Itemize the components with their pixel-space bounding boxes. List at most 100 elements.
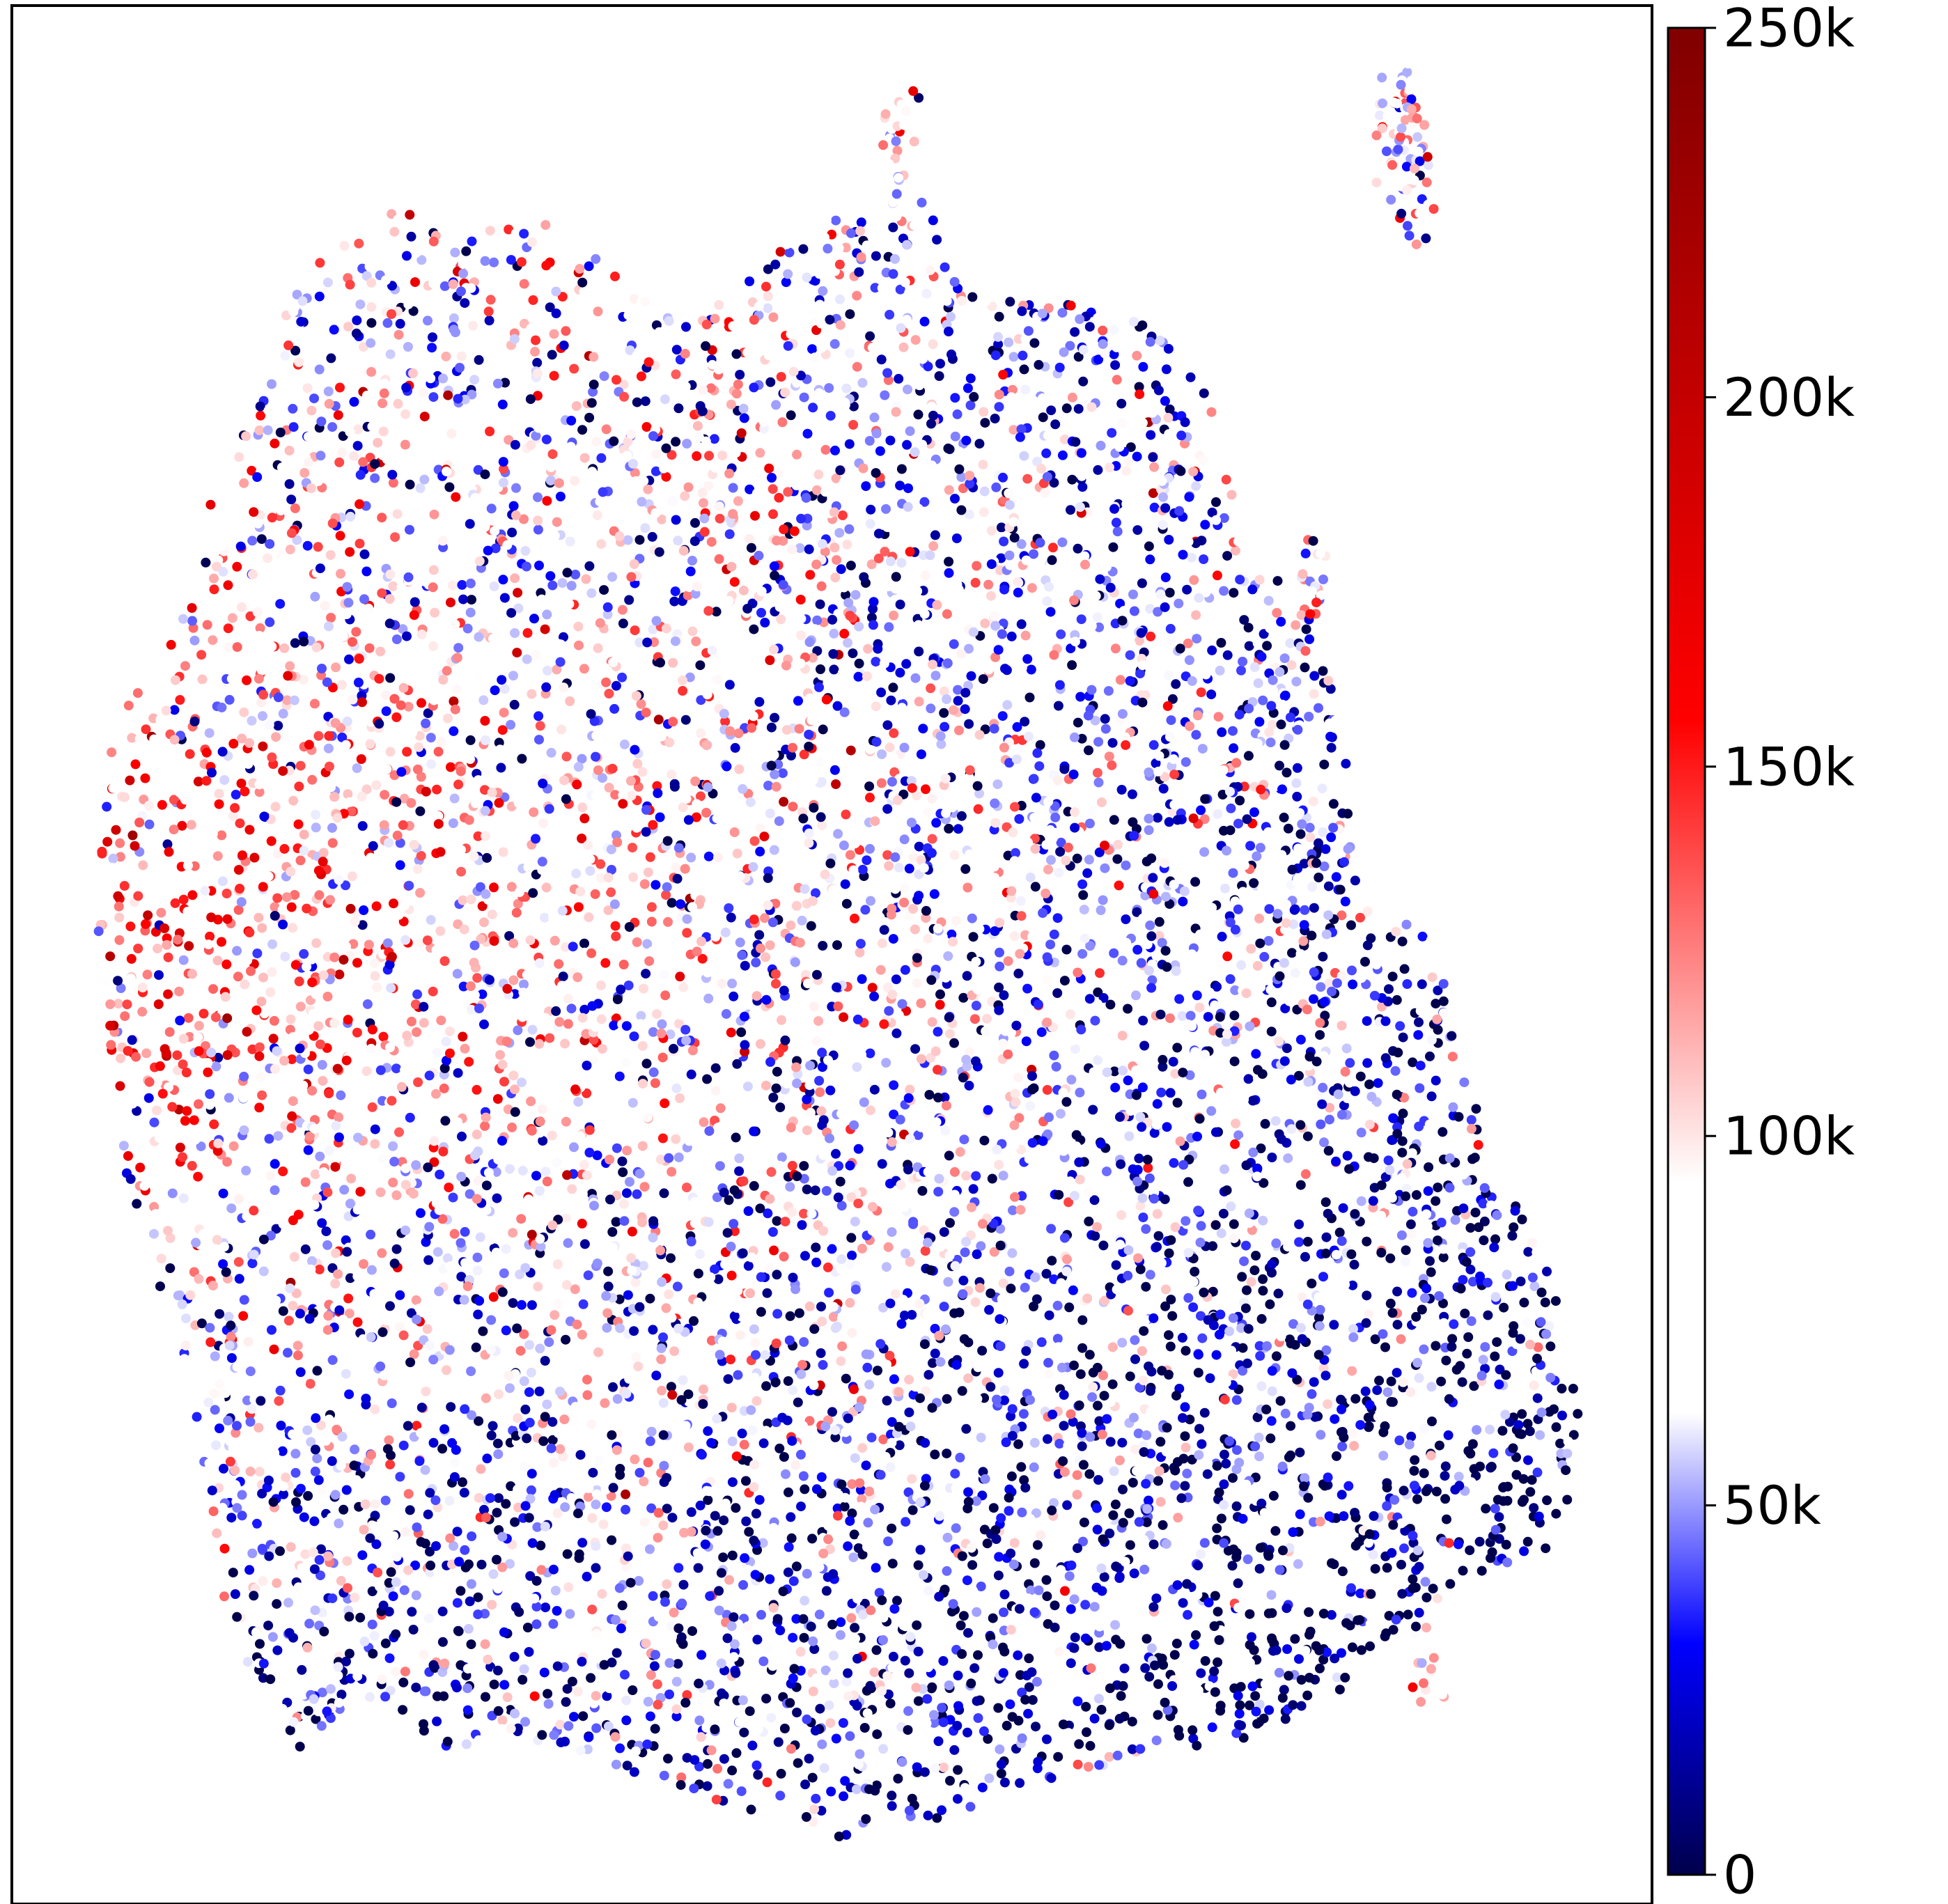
scatter-point bbox=[1153, 813, 1163, 823]
scatter-point bbox=[939, 1227, 949, 1238]
scatter-point bbox=[1018, 1123, 1029, 1134]
scatter-point bbox=[953, 824, 963, 834]
scatter-point bbox=[1326, 832, 1337, 843]
scatter-point bbox=[631, 691, 641, 701]
scatter-point bbox=[448, 279, 458, 290]
scatter-point bbox=[891, 974, 901, 985]
scatter-point bbox=[1093, 465, 1103, 475]
scatter-point bbox=[612, 1394, 623, 1404]
scatter-point bbox=[1279, 653, 1290, 664]
scatter-point bbox=[1164, 670, 1174, 680]
scatter-point bbox=[1425, 1051, 1435, 1061]
scatter-point bbox=[749, 1460, 760, 1470]
scatter-point bbox=[313, 1475, 324, 1485]
scatter-point bbox=[1123, 1245, 1134, 1256]
scatter-point bbox=[344, 1309, 354, 1319]
scatter-point bbox=[545, 1033, 555, 1043]
scatter-point bbox=[817, 1047, 827, 1058]
scatter-point bbox=[375, 1662, 385, 1673]
scatter-point bbox=[1183, 1609, 1193, 1620]
scatter-point bbox=[473, 831, 483, 841]
scatter-point bbox=[873, 643, 883, 654]
scatter-point bbox=[871, 1645, 882, 1655]
scatter-point bbox=[1382, 1387, 1393, 1398]
scatter-point bbox=[942, 1343, 952, 1353]
scatter-point bbox=[561, 1280, 572, 1290]
scatter-point bbox=[155, 1281, 165, 1292]
scatter-point bbox=[955, 1453, 965, 1462]
scatter-point bbox=[824, 1700, 834, 1710]
scatter-point bbox=[671, 1134, 681, 1144]
scatter-point bbox=[1170, 1222, 1181, 1232]
scatter-point bbox=[894, 862, 904, 873]
scatter-point bbox=[657, 1052, 668, 1063]
scatter-point bbox=[664, 1153, 674, 1163]
scatter-point bbox=[723, 1133, 733, 1144]
scatter-point bbox=[339, 1185, 350, 1195]
scatter-point bbox=[944, 1150, 954, 1161]
scatter-point bbox=[816, 812, 826, 822]
scatter-point bbox=[361, 1394, 371, 1404]
scatter-point bbox=[671, 1083, 682, 1093]
scatter-point bbox=[873, 1366, 882, 1375]
scatter-point bbox=[755, 448, 765, 458]
scatter-point bbox=[1069, 1360, 1079, 1371]
scatter-point bbox=[1006, 1471, 1017, 1481]
scatter-point bbox=[585, 866, 595, 876]
scatter-point bbox=[758, 1538, 768, 1548]
scatter-point bbox=[1410, 1455, 1420, 1465]
scatter-point bbox=[605, 1155, 615, 1164]
scatter-point bbox=[1069, 1594, 1080, 1605]
scatter-point bbox=[1145, 920, 1155, 930]
scatter-point bbox=[1398, 1032, 1408, 1043]
scatter-point bbox=[1153, 766, 1164, 777]
scatter-point bbox=[958, 1611, 969, 1621]
scatter-point bbox=[664, 1690, 674, 1699]
scatter-point bbox=[446, 880, 456, 890]
scatter-point bbox=[432, 784, 442, 795]
scatter-point bbox=[1541, 1329, 1552, 1339]
scatter-point bbox=[658, 1332, 668, 1343]
scatter-point bbox=[1314, 873, 1324, 882]
scatter-point bbox=[230, 1465, 240, 1476]
scatter-point bbox=[318, 848, 329, 858]
scatter-point bbox=[1096, 1322, 1106, 1332]
scatter-point bbox=[770, 770, 780, 779]
scatter-point bbox=[1249, 1265, 1260, 1276]
scatter-point bbox=[974, 1283, 985, 1293]
scatter-point bbox=[847, 1479, 857, 1489]
scatter-point bbox=[648, 431, 658, 442]
scatter-point bbox=[1277, 850, 1287, 860]
scatter-point bbox=[824, 383, 834, 393]
scatter-point bbox=[897, 1757, 907, 1768]
scatter-point bbox=[339, 241, 350, 251]
scatter-point bbox=[889, 610, 899, 621]
scatter-point bbox=[847, 1327, 857, 1338]
scatter-point bbox=[299, 637, 309, 647]
scatter-point bbox=[777, 1152, 787, 1162]
scatter-point bbox=[1133, 1253, 1143, 1263]
scatter-point bbox=[572, 1687, 583, 1697]
scatter-point bbox=[290, 1449, 301, 1459]
scatter-point bbox=[1205, 1373, 1215, 1383]
scatter-point bbox=[1180, 1587, 1190, 1598]
scatter-point bbox=[1360, 1386, 1371, 1396]
scatter-point bbox=[1378, 1451, 1389, 1461]
scatter-point bbox=[1251, 1049, 1261, 1059]
scatter-point bbox=[908, 1592, 919, 1602]
scatter-point bbox=[732, 848, 742, 859]
scatter-point bbox=[897, 1570, 907, 1581]
scatter-point bbox=[228, 811, 238, 821]
scatter-point bbox=[742, 1082, 753, 1092]
scatter-point bbox=[1040, 487, 1050, 498]
scatter-point bbox=[1428, 1584, 1438, 1594]
scatter-point bbox=[350, 1592, 360, 1602]
scatter-point bbox=[1132, 1466, 1142, 1476]
scatter-point bbox=[1378, 1427, 1389, 1437]
scatter-point bbox=[395, 860, 405, 871]
scatter-point bbox=[1315, 1030, 1325, 1040]
scatter-point bbox=[1158, 554, 1169, 565]
scatter-point bbox=[1030, 843, 1041, 854]
scatter-point bbox=[1356, 1196, 1366, 1206]
scatter-point bbox=[1027, 1695, 1038, 1705]
